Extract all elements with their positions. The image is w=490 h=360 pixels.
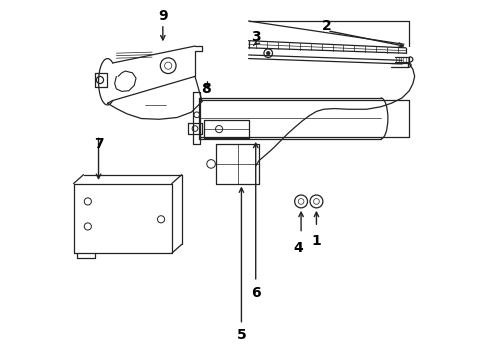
Text: 3: 3 [251, 30, 261, 44]
Text: 4: 4 [294, 241, 303, 255]
Text: 8: 8 [201, 82, 211, 96]
Text: 7: 7 [94, 137, 103, 151]
Text: 1: 1 [312, 234, 321, 248]
Circle shape [267, 51, 270, 55]
Text: 9: 9 [158, 9, 168, 23]
Text: 6: 6 [251, 285, 261, 300]
Text: 2: 2 [322, 19, 332, 33]
Text: 5: 5 [237, 328, 246, 342]
